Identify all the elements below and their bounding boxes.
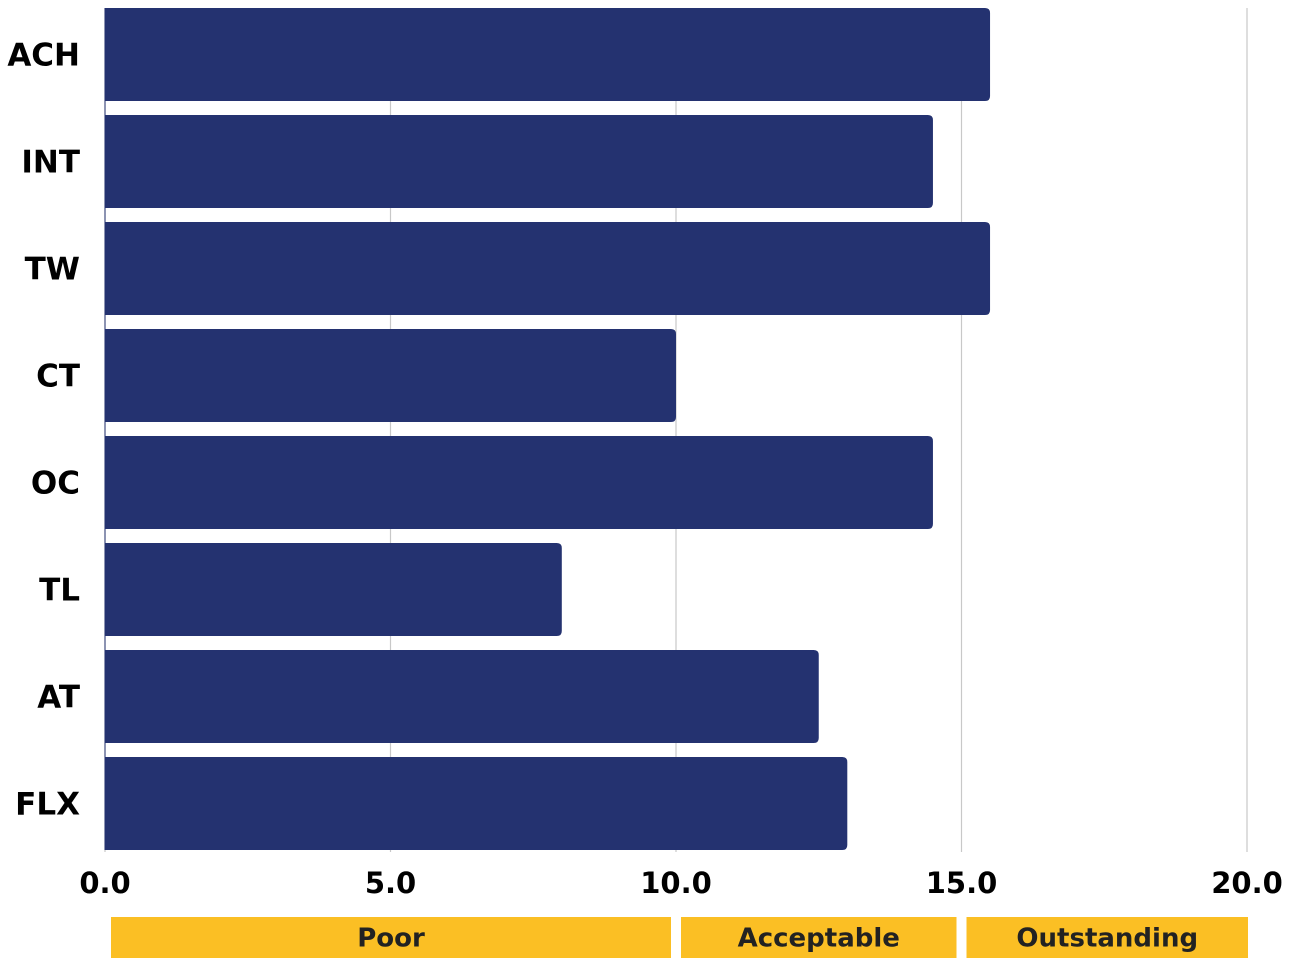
x-tick-label: 5.0: [365, 866, 416, 900]
bar-ach: [105, 8, 991, 101]
band-poor: [111, 917, 671, 958]
x-tick-label: 10.0: [640, 866, 712, 900]
category-label: TW: [25, 252, 80, 288]
bars: [105, 8, 991, 850]
rating-bands: Poor Acceptable Outstanding: [111, 917, 1248, 958]
band-label: Outstanding: [1016, 924, 1198, 954]
bar-ct: [105, 329, 676, 422]
band-label: Poor: [357, 924, 425, 954]
bar-oc: [105, 436, 933, 529]
x-tick-labels: 0.0 5.0 10.0 15.0 20.0: [79, 866, 1282, 900]
x-tick-label: 20.0: [1211, 866, 1283, 900]
category-label: OC: [31, 466, 80, 502]
bar-tw: [105, 222, 991, 315]
category-label: CT: [36, 359, 80, 395]
band-label: Acceptable: [738, 924, 900, 954]
bar-at: [105, 650, 819, 743]
band-outstanding: [966, 917, 1248, 958]
bar-flx: [105, 757, 848, 850]
category-labels: ACH INT TW CT OC TL AT FLX: [7, 38, 80, 823]
category-label: FLX: [15, 787, 80, 823]
category-label: ACH: [7, 38, 80, 74]
bar-tl: [105, 543, 562, 636]
category-label: INT: [21, 145, 80, 181]
category-label: TL: [39, 573, 80, 609]
category-label: AT: [37, 680, 80, 716]
x-tick-label: 15.0: [926, 866, 998, 900]
band-acceptable: [681, 917, 957, 958]
bar-int: [105, 115, 933, 208]
x-tick-label: 0.0: [79, 866, 130, 900]
